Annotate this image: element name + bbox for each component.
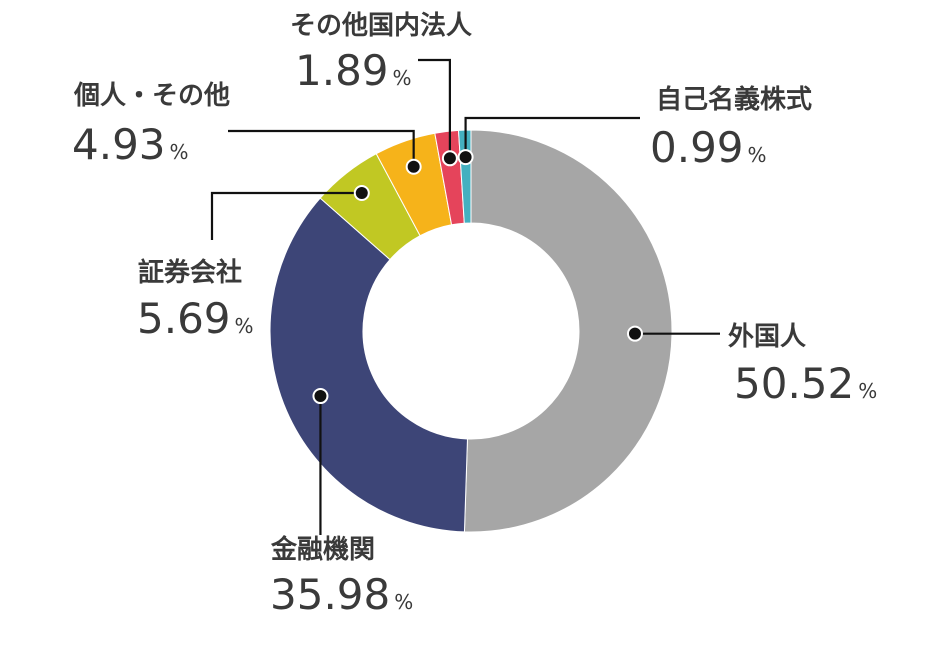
leader-dot-3 <box>405 158 422 175</box>
slice-1 <box>269 197 468 533</box>
leader-line-3 <box>228 129 415 167</box>
value-label-1: 35.98% <box>270 570 413 619</box>
leader-line-5 <box>464 116 640 158</box>
category-label-4: その他国内法人 <box>290 11 472 41</box>
value-label-2: 5.69% <box>137 294 254 343</box>
leader-line-2 <box>210 191 362 240</box>
category-label-2: 証券会社 <box>138 257 242 288</box>
value-label-0: 50.52% <box>734 359 877 408</box>
leader-line-4 <box>418 58 451 159</box>
leader-dot-2 <box>353 184 370 201</box>
category-label-0: 外国人 <box>728 322 806 352</box>
slice-0 <box>463 129 673 533</box>
leader-dot-0 <box>626 325 643 342</box>
leader-dot-1 <box>312 388 329 405</box>
value-label-4: 1.89% <box>295 46 412 95</box>
category-label-3: 個人・その他 <box>73 81 230 111</box>
category-label-5: 自己名義株式 <box>656 84 812 115</box>
value-label-5: 0.99% <box>650 123 767 172</box>
value-label-3: 4.93% <box>72 120 189 169</box>
category-label-1: 金融機関 <box>270 534 375 565</box>
leader-dot-5 <box>457 149 474 166</box>
leader-dot-4 <box>441 150 458 167</box>
